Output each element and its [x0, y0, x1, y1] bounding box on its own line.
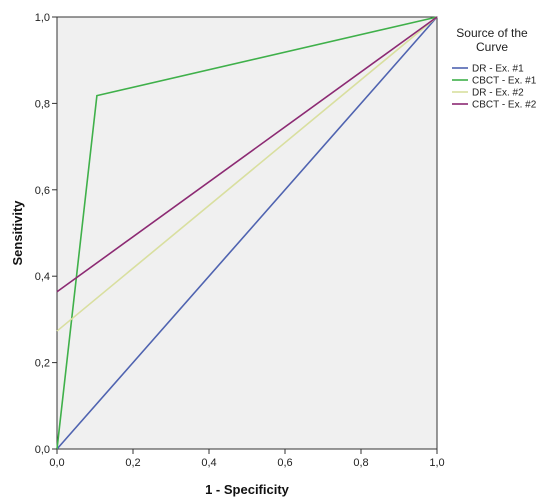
y-tick-label: 0,6 — [35, 185, 50, 197]
legend-label: CBCT - Ex. #1 — [472, 76, 537, 87]
x-tick-label: 1,0 — [429, 457, 444, 469]
y-tick-label: 0,0 — [35, 444, 50, 456]
y-axis-title: Sensitivity — [10, 200, 25, 266]
x-tick-label: 0,0 — [49, 457, 64, 469]
legend-label: DR - Ex. #1 — [472, 64, 524, 75]
legend-title-line-2: Curve — [476, 40, 508, 54]
series-layer — [56, 16, 438, 450]
x-tick-label: 0,2 — [125, 457, 140, 469]
series-line-4 — [56, 16, 438, 293]
series-line-3 — [56, 16, 438, 332]
legend-title-line-1: Source of the — [456, 26, 528, 40]
legend-label: CBCT - Ex. #2 — [472, 100, 537, 111]
y-tick-label: 0,8 — [35, 98, 50, 110]
y-tick-label: 1,0 — [35, 12, 50, 24]
series-line-1 — [56, 16, 438, 450]
y-tick-label: 0,4 — [35, 271, 50, 283]
x-axis-title: 1 - Specificity — [205, 482, 290, 497]
y-tick-label: 0,2 — [35, 358, 50, 370]
legend-label: DR - Ex. #2 — [472, 88, 524, 99]
x-tick-label: 0,4 — [201, 457, 216, 469]
x-tick-label: 0,6 — [277, 457, 292, 469]
series-line-2 — [56, 16, 438, 450]
x-tick-label: 0,8 — [353, 457, 368, 469]
axis-layer: 0,0 0,2 0,4 0,6 0,8 1,0 0,0 0,2 0,4 0,6 0,8 1,0 — [35, 12, 445, 469]
